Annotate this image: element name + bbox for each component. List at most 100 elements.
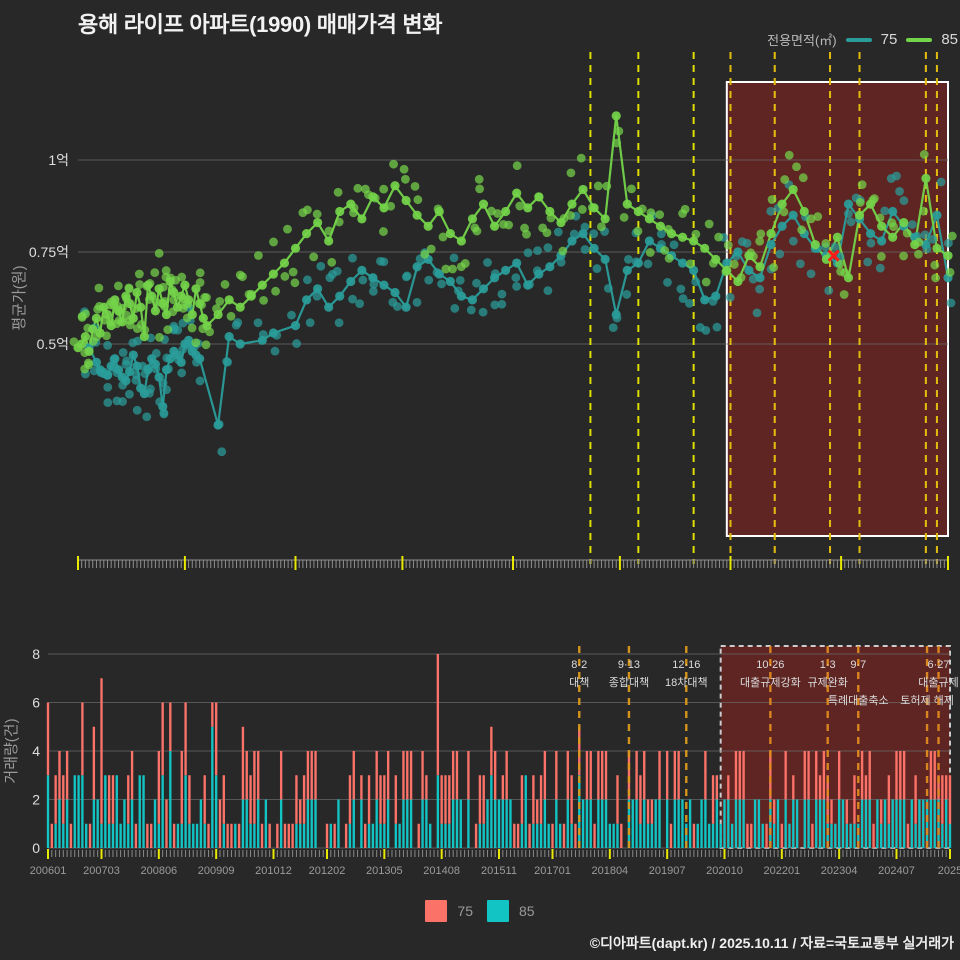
volume-bar-85	[589, 799, 592, 848]
volume-bar-85	[169, 751, 172, 848]
volume-bar-75	[394, 775, 397, 824]
volume-bar-85	[371, 823, 375, 848]
volume-bar-75	[933, 751, 936, 800]
volume-bar-85	[153, 799, 157, 848]
volume-bar-85	[849, 823, 852, 848]
volume-chart[interactable]: 0 2 4 6 8 8·2 대책 9·13 종합대책 12·16 18차대책 10·26 대출규제강화 1…	[0, 640, 960, 890]
price-raw-point-85	[612, 138, 621, 148]
price-ytick-label: 0.75억	[29, 244, 69, 260]
price-raw-point-85	[566, 211, 575, 220]
volume-bar-85	[455, 799, 459, 848]
volume-bar-85	[933, 799, 936, 848]
price-raw-point-85	[195, 278, 205, 287]
volume-bar-75	[601, 751, 604, 800]
volume-bar-75	[738, 751, 741, 800]
price-raw-point-75	[880, 206, 890, 216]
volume-annotation-label: 특례대출축소	[828, 694, 889, 707]
price-raw-point-85	[633, 226, 643, 236]
price-raw-point-85	[169, 295, 179, 305]
price-point-75	[467, 295, 478, 305]
legend-swatch-75	[845, 37, 872, 42]
volume-bar-75	[188, 775, 191, 824]
price-point-85	[290, 243, 301, 253]
volume-bar-75	[818, 775, 822, 800]
volume-bar-85	[73, 775, 76, 848]
volume-bar-75	[203, 775, 206, 824]
volume-bar-85	[536, 823, 539, 848]
volume-bar-85	[92, 799, 96, 848]
price-raw-point-85	[215, 296, 225, 306]
price-point-85	[102, 309, 113, 320]
volume-bar-85	[409, 799, 413, 848]
price-raw-point-85	[889, 222, 898, 232]
price-raw-point-75	[899, 196, 909, 206]
volume-annotation-label: 규제완화	[807, 676, 847, 689]
price-point-85	[84, 346, 94, 356]
volume-bar-85	[818, 799, 822, 848]
price-raw-point-75	[192, 357, 201, 367]
volume-bar-85	[478, 823, 482, 848]
price-xtick-label: 201012	[272, 577, 319, 580]
price-raw-point-85	[460, 259, 470, 268]
price-point-85	[324, 236, 334, 246]
volume-bar-85	[77, 775, 80, 848]
price-raw-point-75	[455, 275, 465, 285]
price-raw-point-85	[686, 259, 695, 269]
volume-bar-75	[880, 799, 883, 824]
volume-xtick-label: 200601	[30, 865, 67, 877]
price-raw-point-75	[936, 177, 946, 187]
price-raw-point-85	[288, 267, 298, 277]
price-point-75	[445, 276, 455, 287]
volume-bar-85	[85, 823, 88, 848]
volume-bar-75	[643, 751, 646, 800]
volume-bar-75	[864, 775, 868, 800]
price-raw-point-85	[333, 187, 343, 197]
volume-bar-75	[555, 751, 558, 800]
price-raw-point-85	[840, 268, 850, 278]
volume-bar-75	[214, 702, 218, 776]
price-raw-point-85	[441, 264, 451, 274]
volume-bar-85	[394, 823, 397, 848]
volume-bar-75	[704, 751, 707, 800]
price-point-85	[799, 206, 809, 217]
volume-bar-85	[597, 799, 600, 848]
volume-bar-85	[249, 823, 252, 848]
price-raw-point-85	[875, 213, 885, 223]
price-chart[interactable]: 0.5억 0.75억 1억 200601 200806 201012 201305 20151…	[0, 50, 960, 580]
volume-bar-85	[925, 799, 929, 848]
price-raw-point-75	[253, 318, 263, 328]
price-raw-point-75	[603, 283, 613, 293]
price-raw-point-75	[312, 291, 322, 301]
volume-bar-85	[681, 799, 684, 848]
volume-bar-85	[612, 823, 615, 848]
price-raw-point-85	[161, 266, 171, 275]
price-point-85	[379, 203, 389, 213]
price-raw-point-75	[162, 385, 171, 395]
volume-bar-75	[650, 799, 654, 824]
price-raw-point-75	[131, 376, 141, 385]
volume-bar-85	[509, 799, 512, 848]
volume-bar-75	[784, 751, 787, 800]
price-raw-point-85	[269, 237, 278, 247]
volume-bar-85	[899, 799, 902, 848]
volume-bar-85	[348, 823, 352, 848]
volume-bar-75	[536, 799, 539, 824]
price-raw-point-85	[122, 294, 132, 304]
volume-bar-75	[352, 751, 355, 800]
price-point-75	[235, 339, 245, 349]
price-raw-point-85	[637, 204, 647, 214]
price-raw-point-75	[125, 389, 134, 399]
price-raw-point-75	[118, 348, 128, 357]
volume-bar-85	[306, 799, 310, 848]
price-point-75	[877, 236, 887, 246]
price-raw-point-85	[930, 260, 940, 270]
price-raw-point-75	[846, 217, 856, 227]
price-raw-point-85	[238, 272, 247, 282]
volume-bar-75	[65, 751, 69, 800]
volume-bar-75	[367, 775, 371, 824]
volume-bar-75	[50, 823, 54, 848]
volume-bar-75	[501, 775, 505, 800]
page-title: 용해 라이프 아파트(1990) 매매가격 변화	[78, 12, 443, 37]
price-raw-point-85	[474, 174, 484, 184]
